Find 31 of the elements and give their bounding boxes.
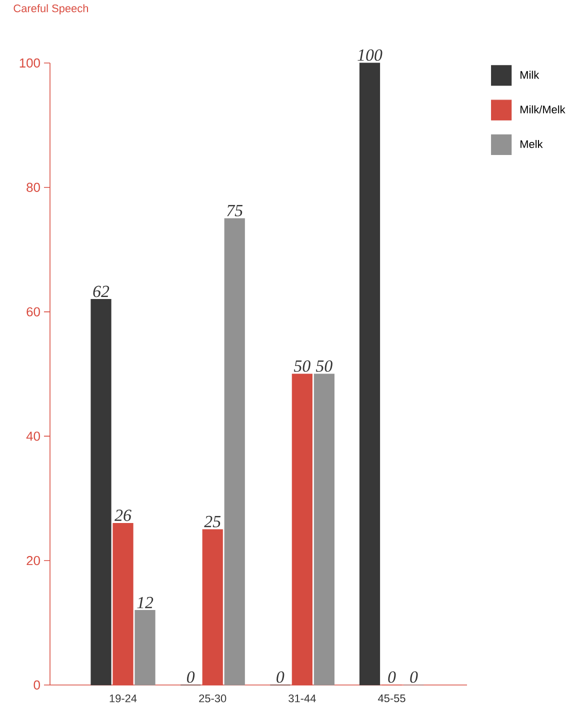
data-label: 12 [137, 596, 154, 608]
y-tick-label: 100 [20, 58, 40, 68]
x-tick-label: 25-30 [199, 694, 226, 702]
y-tick-label: 40 [26, 432, 40, 441]
data-label: 50 [316, 360, 332, 372]
legend-label: Melk [520, 140, 543, 148]
legend-label: Milk [520, 70, 540, 79]
y-tick-label: 20 [26, 556, 40, 566]
data-label: 26 [114, 510, 132, 522]
data-label: 50 [294, 360, 310, 372]
legend-label: Milk/Melk [520, 105, 566, 114]
data-label: 0 [410, 671, 418, 683]
bar [134, 610, 156, 686]
data-label: 100 [358, 49, 382, 61]
x-tick-label: 45-55 [378, 694, 406, 702]
x-tick-label: 31-44 [288, 694, 316, 702]
x-tick-label: 19-24 [110, 694, 137, 702]
data-label: 0 [276, 671, 284, 683]
data-label: 75 [227, 205, 243, 216]
y-tick-label: 80 [26, 182, 40, 192]
data-label: 0 [187, 671, 195, 683]
y-tick-label: 0 [34, 680, 40, 690]
y-tick-label: 60 [26, 307, 40, 316]
chart-title: Careful Speech [14, 4, 88, 14]
bar [224, 218, 245, 686]
bar [359, 62, 380, 686]
bar [314, 374, 334, 686]
bar [90, 299, 112, 686]
data-label: 0 [388, 671, 396, 683]
data-label: 25 [204, 516, 221, 528]
data-label: 62 [93, 286, 110, 298]
